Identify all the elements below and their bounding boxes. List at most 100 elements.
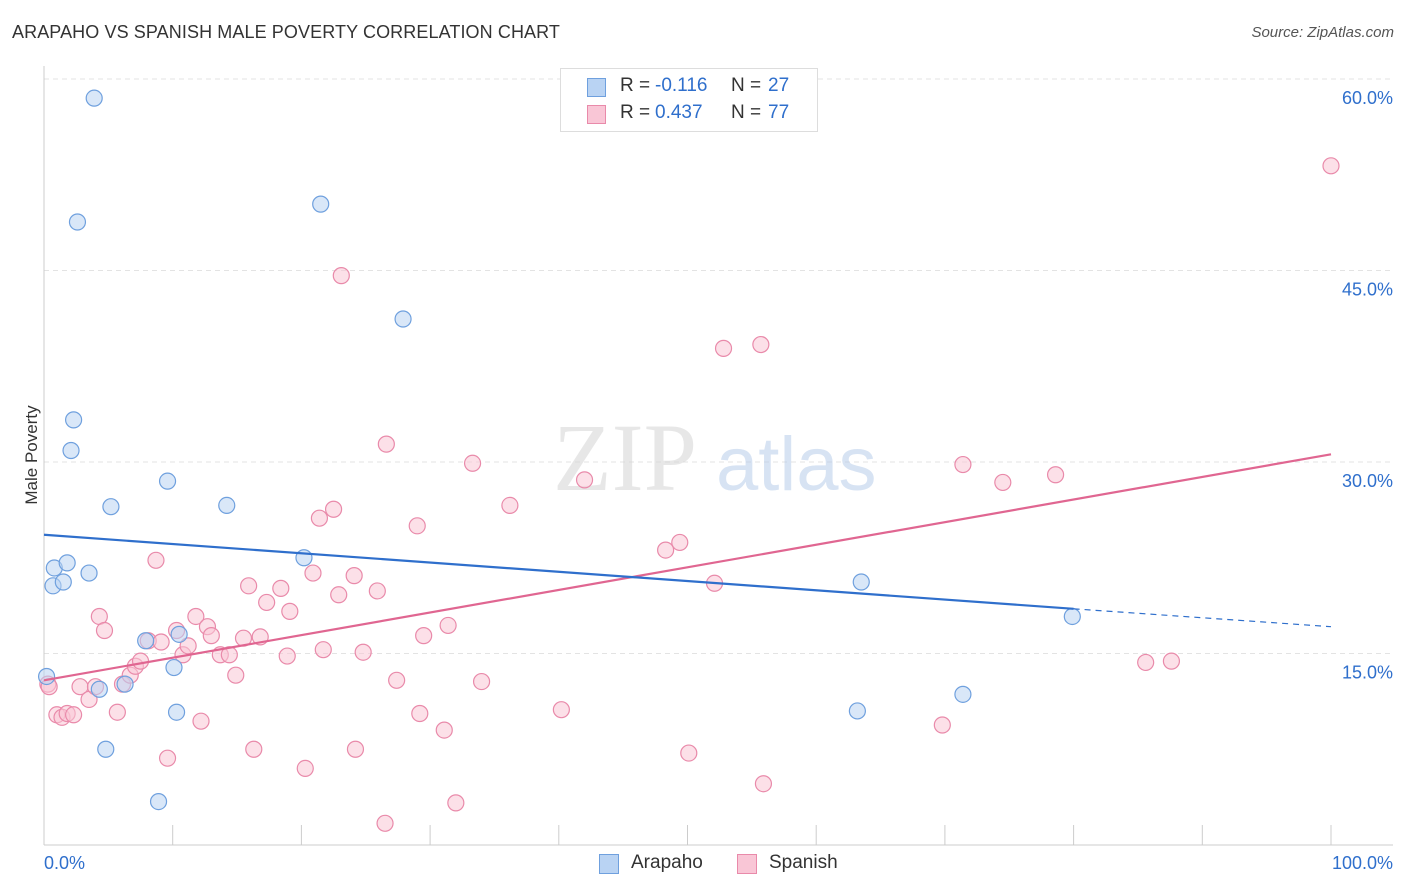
legend-swatch-spanish xyxy=(587,105,606,124)
arapaho-point xyxy=(218,496,236,515)
spanish-point xyxy=(377,435,395,453)
legend-n-label: N = xyxy=(731,75,762,96)
arapaho-point xyxy=(85,89,103,107)
stats-legend: R = -0.116 N = 27 R = 0.437 N = 77 xyxy=(560,68,818,132)
spanish-point xyxy=(346,740,365,758)
spanish-point xyxy=(147,551,165,569)
spanish-point xyxy=(933,716,951,734)
spanish-point xyxy=(332,267,350,285)
spanish-point xyxy=(411,704,429,723)
spanish-point xyxy=(245,740,263,758)
spanish-point xyxy=(240,577,258,595)
arapaho-point xyxy=(167,703,186,721)
arapaho-point xyxy=(852,573,870,591)
spanish-point xyxy=(368,582,386,600)
spanish-point xyxy=(575,471,594,489)
chart-title: ARAPAHO VS SPANISH MALE POVERTY CORRELAT… xyxy=(12,22,561,42)
arapaho-points xyxy=(37,89,1081,811)
legend-r-label: R = xyxy=(620,75,651,96)
arapaho-point xyxy=(58,554,76,572)
spanish-point xyxy=(330,586,348,604)
y-tick-label: 60.0% xyxy=(1342,88,1393,108)
legend-n-value: 27 xyxy=(768,75,790,96)
spanish-point xyxy=(408,517,426,535)
tick-labels: 15.0% 30.0% 45.0% 60.0% 0.0% 100.0% xyxy=(44,88,1393,873)
spanish-point xyxy=(314,641,332,659)
arapaho-point xyxy=(165,658,183,677)
spanish-point xyxy=(278,647,296,665)
spanish-point xyxy=(324,500,343,518)
spanish-point xyxy=(463,454,482,472)
arapaho-point xyxy=(54,573,72,591)
x-tick-label: 0.0% xyxy=(44,853,85,873)
arapaho-point xyxy=(954,685,972,703)
spanish-point xyxy=(439,616,457,635)
spanish-point xyxy=(472,672,491,691)
spanish-point xyxy=(179,637,197,655)
spanish-point xyxy=(680,744,698,762)
spanish-point xyxy=(272,579,290,597)
spanish-point xyxy=(388,671,406,689)
arapaho-point xyxy=(1063,607,1081,626)
spanish-point xyxy=(310,509,329,527)
arapaho-point xyxy=(116,675,134,693)
legend-r-value: 0.437 xyxy=(655,102,703,123)
spanish-point xyxy=(994,473,1012,492)
trend-lines xyxy=(43,453,1332,682)
legend-r-value: -0.116 xyxy=(655,75,708,96)
arapaho-point xyxy=(97,740,115,758)
arapaho-trend-extension xyxy=(1073,608,1332,628)
spanish-point xyxy=(435,721,453,739)
spanish-point xyxy=(447,794,465,812)
spanish-point xyxy=(552,701,570,719)
arapaho-point xyxy=(102,498,120,516)
spanish-point xyxy=(281,602,299,620)
arapaho-point xyxy=(394,310,412,328)
legend-swatch-arapaho xyxy=(587,78,606,97)
source-label: Source: ZipAtlas.com xyxy=(1251,24,1394,41)
bottom-legend-label-spanish: Spanish xyxy=(769,852,838,873)
watermark-atlas: atlas xyxy=(716,422,877,507)
y-tick-label: 30.0% xyxy=(1342,471,1393,491)
spanish-point xyxy=(258,593,276,612)
arapaho-point xyxy=(80,564,98,582)
spanish-point xyxy=(657,541,675,559)
arapaho-point xyxy=(90,680,108,698)
spanish-trend-line xyxy=(43,453,1332,682)
y-axis-label: Male Poverty xyxy=(22,405,41,505)
y-tick-label: 45.0% xyxy=(1342,280,1393,300)
axes xyxy=(43,66,1393,846)
spanish-point xyxy=(296,759,314,778)
spanish-point xyxy=(954,455,972,474)
spanish-point xyxy=(108,703,126,721)
spanish-point xyxy=(1137,653,1155,672)
arapaho-point xyxy=(62,441,80,460)
spanish-point xyxy=(152,633,170,651)
arapaho-point xyxy=(312,195,330,213)
arapaho-trend-line xyxy=(43,533,1074,610)
legend-n-label: N = xyxy=(731,102,762,123)
arapaho-point xyxy=(68,213,87,231)
arapaho-point xyxy=(149,792,168,811)
arapaho-point xyxy=(170,625,188,643)
spanish-point xyxy=(227,666,245,684)
arapaho-point xyxy=(37,667,56,686)
spanish-point xyxy=(714,339,733,357)
spanish-point xyxy=(304,564,322,582)
arapaho-point xyxy=(65,411,83,429)
spanish-point xyxy=(65,706,83,724)
spanish-point xyxy=(158,749,177,767)
spanish-point xyxy=(131,652,150,670)
arapaho-point xyxy=(137,632,155,650)
arapaho-point xyxy=(848,702,866,720)
spanish-point xyxy=(345,567,363,585)
spanish-point xyxy=(1322,157,1340,175)
spanish-point xyxy=(671,533,689,552)
watermark: ZIP atlas xyxy=(553,404,877,511)
bottom-legend-swatch-arapaho xyxy=(599,854,619,874)
spanish-point xyxy=(1162,652,1181,670)
spanish-point xyxy=(202,627,220,645)
spanish-point xyxy=(1046,466,1065,484)
grid-lines xyxy=(44,78,1393,654)
